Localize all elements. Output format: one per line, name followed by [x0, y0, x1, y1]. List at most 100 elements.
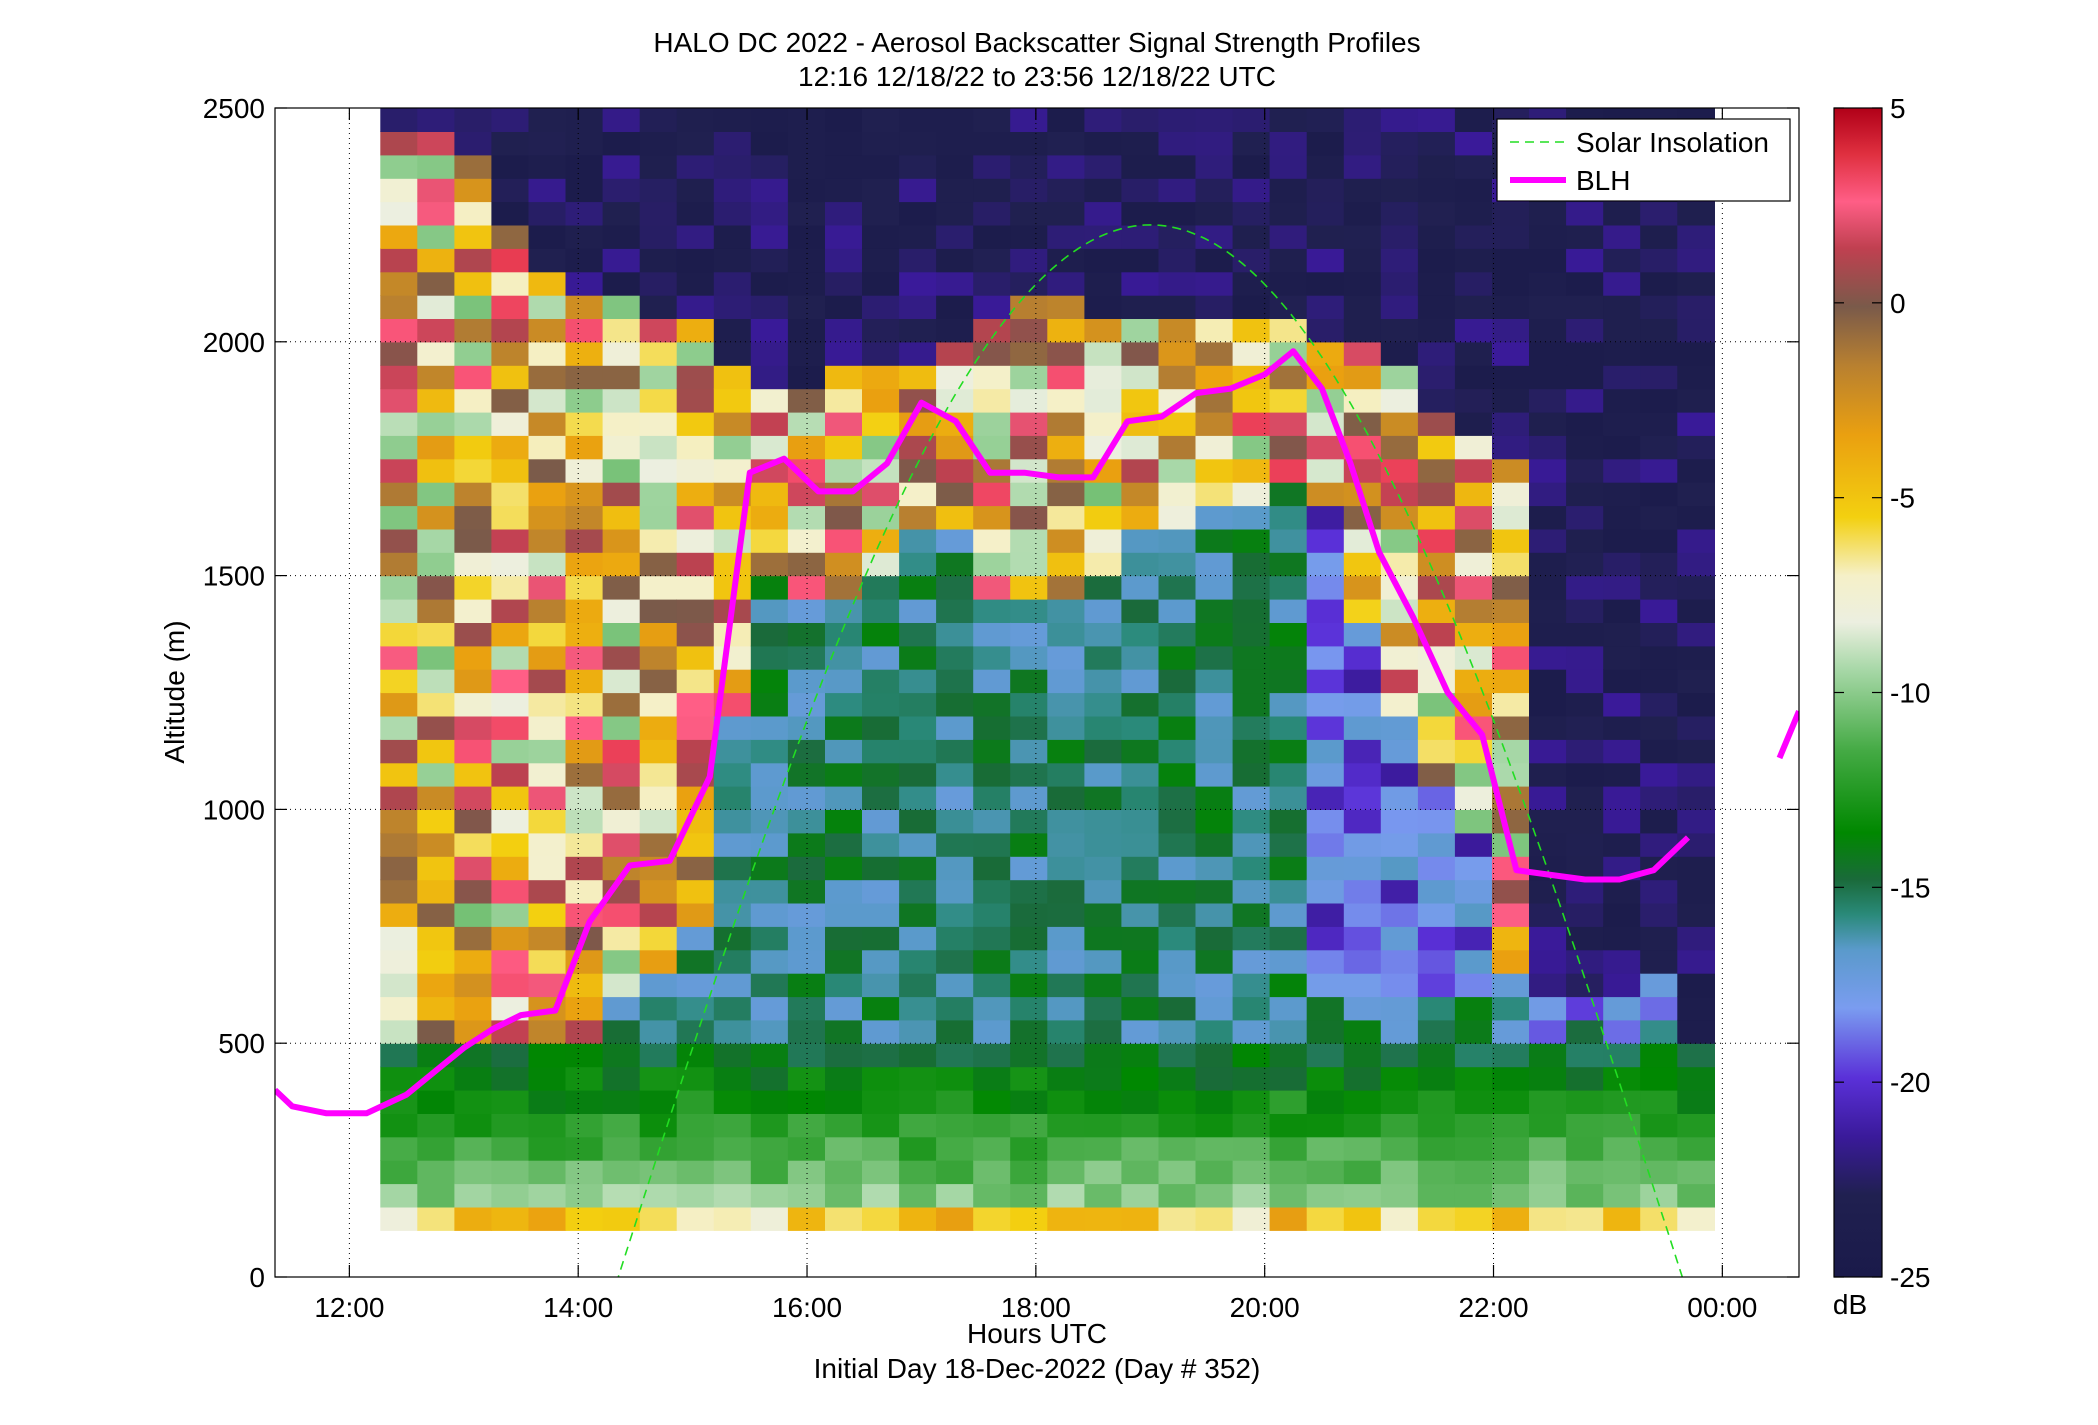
- heatmap-cell: [825, 528, 863, 553]
- heatmap-cell: [1492, 996, 1530, 1021]
- heatmap-cell: [565, 996, 604, 1021]
- heatmap-cell: [1010, 1206, 1048, 1231]
- heatmap-cell: [1677, 1136, 1715, 1161]
- heatmap-cell: [899, 365, 937, 390]
- heatmap-cell: [1195, 1113, 1234, 1138]
- heatmap-cell: [1269, 1136, 1308, 1161]
- heatmap-cell: [899, 271, 937, 296]
- heatmap-cell: [1417, 411, 1456, 436]
- heatmap-cell: [454, 856, 493, 881]
- heatmap-cell: [713, 458, 752, 483]
- heatmap-cell: [899, 669, 937, 694]
- heatmap-cell: [862, 832, 900, 857]
- heatmap-cell: [491, 902, 530, 927]
- heatmap-cell: [1343, 1043, 1382, 1068]
- heatmap-cell: [454, 1066, 493, 1091]
- heatmap-cell: [899, 505, 937, 530]
- heatmap-cell: [899, 902, 937, 927]
- heatmap-cell: [1195, 154, 1234, 179]
- heatmap-cell: [1047, 1136, 1085, 1161]
- heatmap-cell: [1529, 739, 1567, 764]
- heatmap-cell: [454, 341, 493, 366]
- heatmap-cell: [1306, 645, 1345, 670]
- heatmap-cell: [1010, 949, 1048, 974]
- heatmap-cell: [676, 926, 715, 951]
- heatmap-cell: [1010, 341, 1048, 366]
- heatmap-cell: [417, 458, 455, 483]
- heatmap-cell: [639, 809, 678, 834]
- heatmap-cell: [1677, 388, 1715, 413]
- heatmap-cell: [936, 154, 974, 179]
- heatmap-cell: [1158, 482, 1197, 507]
- heatmap-cell: [1343, 926, 1382, 951]
- heatmap-cell: [1677, 224, 1715, 249]
- heatmap-cell: [417, 996, 455, 1021]
- heatmap-cell: [1084, 1043, 1123, 1068]
- heatmap-cell: [713, 809, 752, 834]
- heatmap-cell: [750, 1136, 789, 1161]
- heatmap-cell: [899, 552, 937, 577]
- heatmap-cell: [1640, 739, 1678, 764]
- heatmap-cell: [1417, 435, 1456, 460]
- heatmap-cell: [1158, 365, 1197, 390]
- heatmap-cell: [1529, 1206, 1567, 1231]
- heatmap-cell: [676, 1136, 715, 1161]
- heatmap-cell: [528, 1019, 567, 1044]
- heatmap-cell: [1269, 528, 1308, 553]
- heatmap-cell: [1677, 1206, 1715, 1231]
- heatmap-cell: [1158, 715, 1197, 740]
- heatmap-cell: [1603, 1090, 1641, 1114]
- heatmap-cell: [1454, 832, 1493, 857]
- heatmap-cell: [973, 973, 1011, 998]
- heatmap-cell: [417, 1113, 455, 1138]
- heatmap-cell: [1306, 1066, 1345, 1091]
- heatmap-cell: [750, 622, 789, 647]
- heatmap-cell: [1269, 435, 1308, 460]
- heatmap-cell: [1640, 528, 1678, 553]
- heatmap-cell: [1640, 669, 1678, 694]
- heatmap-cell: [676, 1206, 715, 1231]
- heatmap-cell: [1677, 996, 1715, 1021]
- heatmap-cell: [787, 902, 826, 927]
- heatmap-cell: [1677, 879, 1715, 904]
- heatmap-cell: [1010, 1043, 1048, 1068]
- heatmap-cell: [1121, 248, 1160, 273]
- heatmap-cell: [1529, 1043, 1567, 1068]
- heatmap-cell: [1566, 505, 1604, 530]
- heatmap-cell: [1010, 1090, 1048, 1114]
- heatmap-cell: [602, 1160, 641, 1185]
- heatmap-cell: [676, 1043, 715, 1068]
- heatmap-cell: [713, 1183, 752, 1208]
- heatmap-cell: [1195, 996, 1234, 1021]
- heatmap-cell: [528, 879, 567, 904]
- heatmap-cell: [1047, 575, 1085, 600]
- heatmap-cell: [1529, 1066, 1567, 1091]
- heatmap-cell: [1566, 786, 1604, 810]
- heatmap-cell: [1640, 552, 1678, 577]
- heatmap-cell: [825, 1160, 863, 1185]
- heatmap-cell: [899, 1043, 937, 1068]
- heatmap-cell: [973, 599, 1011, 623]
- heatmap-cell: [825, 856, 863, 881]
- heatmap-cell: [639, 1043, 678, 1068]
- heatmap-cell: [750, 973, 789, 998]
- heatmap-cell: [491, 388, 530, 413]
- heatmap-cell: [1121, 1113, 1160, 1138]
- heatmap-cell: [713, 552, 752, 577]
- heatmap-cell: [602, 692, 641, 717]
- heatmap-cell: [862, 341, 900, 366]
- heatmap-cell: [862, 622, 900, 647]
- heatmap-cell: [862, 669, 900, 694]
- heatmap-cell: [454, 949, 493, 974]
- heatmap-cell: [491, 832, 530, 857]
- heatmap-cell: [973, 552, 1011, 577]
- heatmap-cell: [1343, 879, 1382, 904]
- heatmap-cell: [936, 599, 974, 623]
- heatmap-cell: [1232, 154, 1271, 179]
- heatmap-cell: [1047, 505, 1085, 530]
- heatmap-cell: [1084, 879, 1123, 904]
- heatmap-cell: [1566, 879, 1604, 904]
- heatmap-cell: [380, 201, 418, 226]
- heatmap-cell: [973, 575, 1011, 600]
- heatmap-cell: [602, 715, 641, 740]
